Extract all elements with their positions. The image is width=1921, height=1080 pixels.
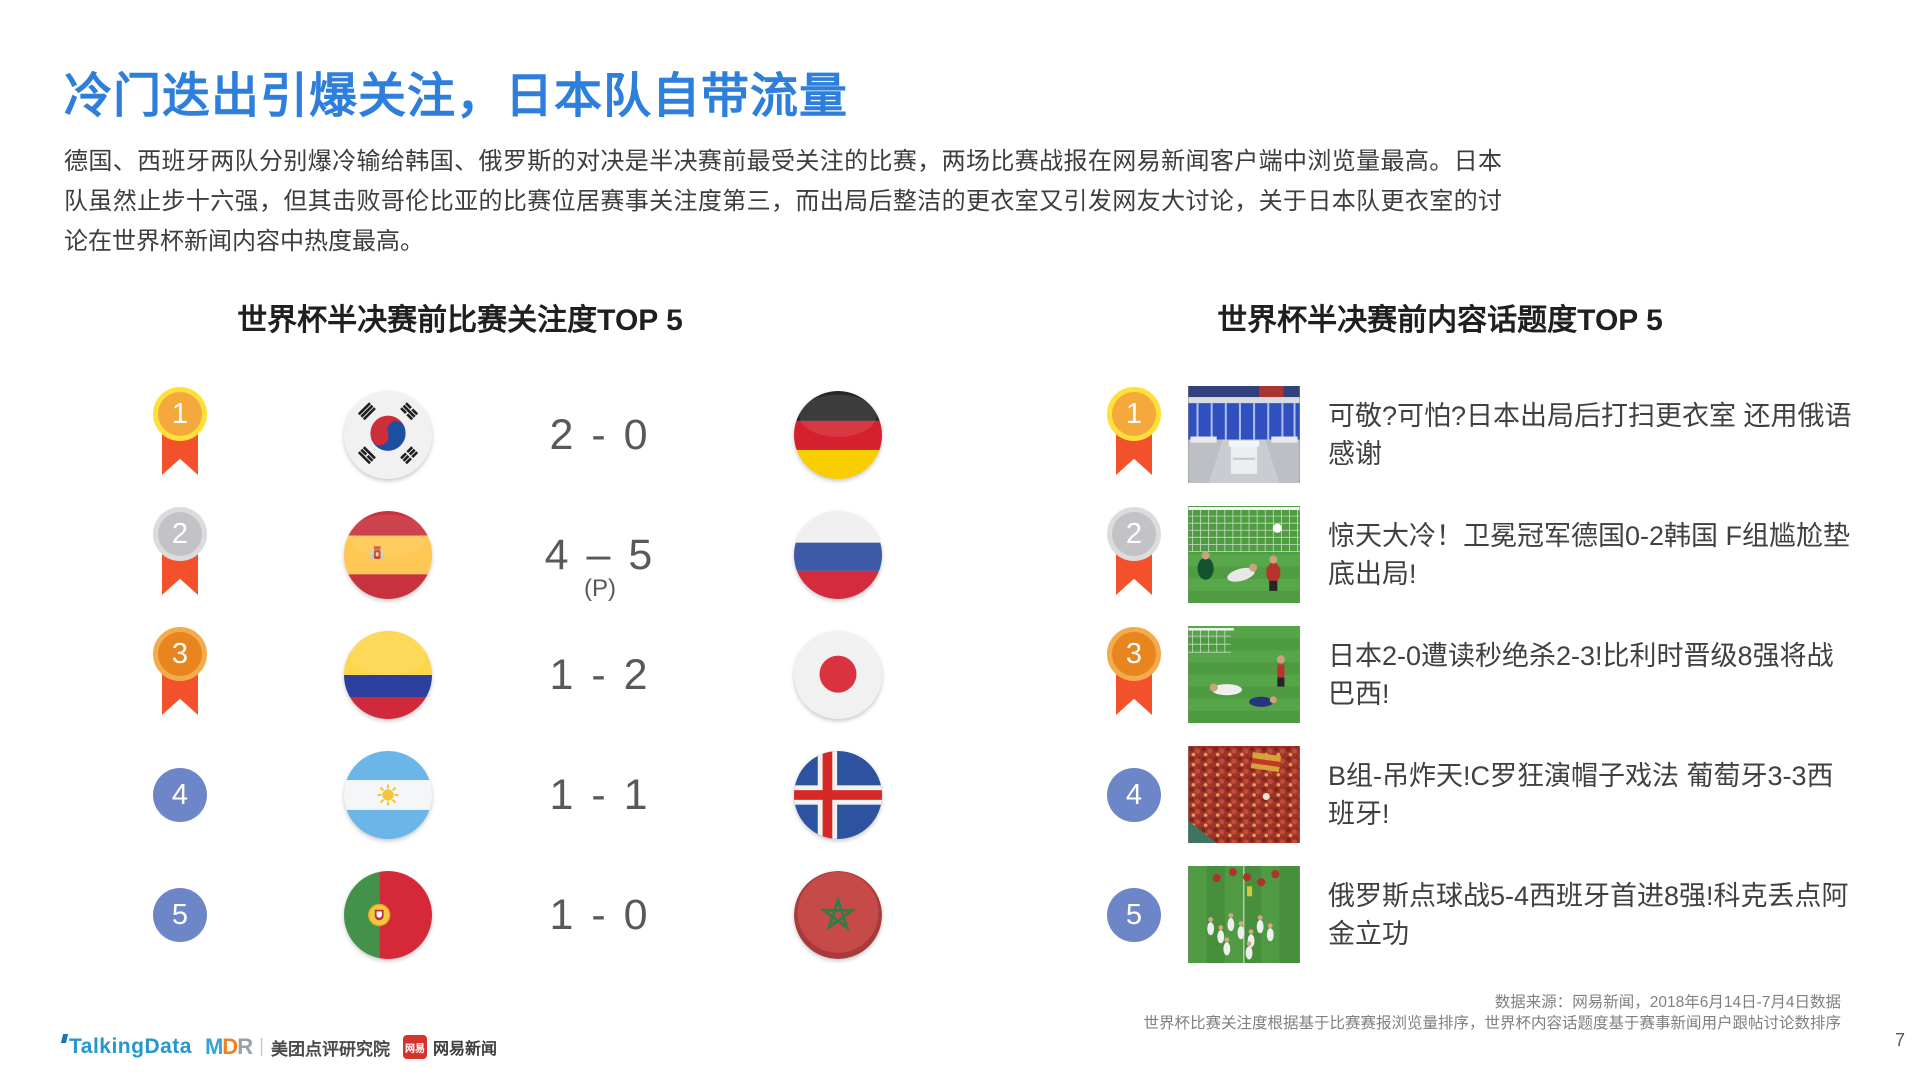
- talkingdata-logo: TalkingData: [60, 1034, 192, 1059]
- rank-5-badge: 5: [1107, 888, 1161, 942]
- thumbnail-crowd: [1188, 746, 1300, 843]
- match-row-3: 3 1 - 2: [130, 615, 910, 735]
- flag-colombia-icon: [344, 631, 432, 719]
- page-number: 7: [1894, 1030, 1905, 1050]
- news-item-4: 4: [1100, 735, 1870, 855]
- news-headline: 惊天大冷！卫冕冠军德国0-2韩国 F组尴尬垫底出局!: [1328, 521, 1851, 589]
- silver-medal-icon: 2: [152, 507, 208, 603]
- news-item-2: 2: [1100, 495, 1870, 615]
- match-row-2: 2 4 – 5 (P): [130, 495, 910, 615]
- match-score: 4 – 5 (P): [500, 495, 700, 615]
- match-score: 2 - 0: [549, 410, 651, 459]
- rank-4-badge: 4: [153, 768, 207, 822]
- gold-medal-icon: 1: [152, 387, 208, 483]
- news-item-5: 5: [1100, 855, 1870, 975]
- source-line-2: 世界杯比赛关注度根据基于比赛赛报浏览量排序，世界杯内容话题度基于赛事新闻用户跟帖…: [1143, 1015, 1841, 1032]
- flag-morocco-icon: [794, 871, 882, 959]
- thumbnail-locker-room: [1188, 386, 1300, 483]
- bronze-medal-icon: 3: [152, 627, 208, 723]
- thumbnail-celebration: [1188, 866, 1300, 963]
- silver-medal-icon: 2: [1106, 507, 1162, 603]
- flag-russia-icon: [794, 511, 882, 599]
- source-line-1: 数据来源：网易新闻，2018年6月14日-7月4日数据: [1494, 994, 1841, 1011]
- rank-4-badge: 4: [1107, 768, 1161, 822]
- rank-number: 1: [171, 397, 189, 430]
- flag-spain-icon: [344, 511, 432, 599]
- page-title: 冷门迭出引爆关注，日本队自带流量: [64, 70, 849, 123]
- netease-icon: 网易: [403, 1035, 428, 1059]
- flag-germany-icon: [794, 391, 882, 479]
- talkingdata-tick-icon: [60, 1034, 69, 1043]
- flag-south-korea-icon: [344, 391, 432, 479]
- flag-iceland-icon: [794, 751, 882, 839]
- news-item-1: 1: [1100, 375, 1870, 495]
- flag-argentina-icon: [344, 751, 432, 839]
- news-headline: 可敬?可怕?日本出局后打扫更衣室 还用俄语感谢: [1328, 401, 1852, 469]
- netease-news-logo: 网易 网易新闻: [403, 1035, 497, 1059]
- news-headline: 俄罗斯点球战5-4西班牙首进8强!科克丢点阿金立功: [1328, 881, 1849, 949]
- match-row-4: 4 1 - 1: [130, 735, 910, 855]
- bronze-medal-icon: 3: [1106, 627, 1162, 723]
- news-headline: B组-吊炸天!C罗狂演帽子戏法 葡萄牙3-3西班牙!: [1328, 761, 1834, 829]
- match-score: 1 - 0: [549, 890, 651, 939]
- match-score: 1 - 2: [549, 650, 651, 699]
- rank-number: 2: [171, 517, 189, 550]
- news-headline: 日本2-0遭读秒绝杀2-3!比利时晋级8强将战巴西!: [1328, 641, 1834, 709]
- match-row-1: 1 2 - 0: [130, 375, 910, 495]
- gold-medal-icon: 1: [1106, 387, 1162, 483]
- topic-ranking-title: 世界杯半决赛前内容话题度TOP 5: [1217, 304, 1663, 337]
- match-row-5: 5 1 - 0: [130, 855, 910, 975]
- flag-japan-icon: [794, 631, 882, 719]
- flag-portugal-icon: [344, 871, 432, 959]
- thumbnail-goal-scene: [1188, 506, 1300, 603]
- thumbnail-players-on-pitch: [1188, 626, 1300, 723]
- rank-5-badge: 5: [153, 888, 207, 942]
- news-item-3: 3: [1100, 615, 1870, 735]
- logo-divider: |: [259, 1036, 265, 1057]
- intro-paragraph: 德国、西班牙两队分别爆冷输给韩国、俄罗斯的对决是半决赛前最受关注的比赛，两场比赛…: [64, 148, 1502, 255]
- match-score: 1 - 1: [549, 770, 651, 819]
- penalty-note: (P): [584, 575, 616, 602]
- data-source-note: 数据来源：网易新闻，2018年6月14日-7月4日数据 世界杯比赛关注度根据基于…: [641, 992, 1841, 1034]
- match-ranking-title: 世界杯半决赛前比赛关注度TOP 5: [237, 304, 683, 337]
- rank-number: 3: [171, 637, 189, 670]
